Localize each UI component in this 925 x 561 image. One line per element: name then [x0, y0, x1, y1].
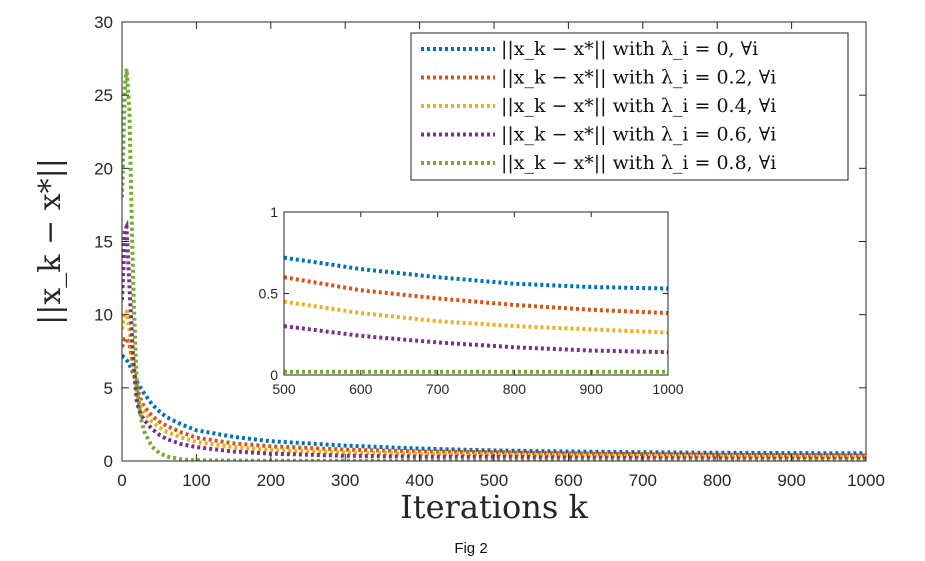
- inset-x-tick-label: 800: [503, 381, 527, 397]
- legend-label-2: ||x_k − x*|| with λ_i = 0.4, ∀i: [501, 95, 776, 117]
- figure-caption: Fig 2: [454, 540, 487, 557]
- x-tick-label: 0: [117, 471, 126, 490]
- x-tick-label: 200: [257, 471, 285, 490]
- y-tick-label: 15: [94, 233, 113, 252]
- inset-x-tick-label: 1000: [652, 381, 683, 397]
- inset-y-tick-label: 1: [270, 204, 278, 220]
- series-line-0: [122, 354, 866, 456]
- inset-series-line-2: [283, 299, 668, 335]
- y-tick-label: 0: [104, 452, 113, 471]
- x-axis-title: Iterations k: [400, 488, 588, 526]
- y-tick-label: 10: [94, 306, 113, 325]
- legend-label-1: ||x_k − x*|| with λ_i = 0.2, ∀i: [501, 67, 776, 89]
- inset-y-tick-label: 0: [270, 367, 278, 383]
- legend-label-0: ||x_k − x*|| with λ_i = 0, ∀i: [501, 38, 758, 60]
- inset-series-line-3: [283, 324, 669, 355]
- inset-series-line-0: [283, 255, 668, 291]
- y-tick-label: 20: [94, 159, 113, 178]
- x-tick-label: 1000: [847, 471, 885, 490]
- x-tick-label: 600: [554, 471, 582, 490]
- legend: ||x_k − x*|| with λ_i = 0, ∀i ||x_k − x*|…: [410, 32, 849, 181]
- x-tick-label: 900: [777, 471, 805, 490]
- x-tick-label: 400: [405, 471, 433, 490]
- y-tick-label: 5: [104, 379, 113, 398]
- x-tick-label: 500: [480, 471, 508, 490]
- series-line-3: [122, 219, 866, 461]
- inset-x-tick-label: 900: [580, 381, 604, 397]
- x-tick-label: 700: [629, 471, 657, 490]
- x-tick-label: 800: [703, 471, 731, 490]
- inset-x-tick-label: 600: [349, 381, 373, 397]
- y-tick-label: 25: [94, 86, 113, 105]
- inset-background: [284, 212, 668, 375]
- inset-x-tick-label: 700: [426, 381, 450, 397]
- inset-series-line-1: [283, 275, 669, 316]
- legend-label-4: ||x_k − x*|| with λ_i = 0.8, ∀i: [501, 152, 776, 174]
- inset-y-tick-label: 0.5: [259, 286, 279, 302]
- y-tick-label: 30: [94, 13, 113, 32]
- x-tick-label: 300: [331, 471, 359, 490]
- y-axis-title: ||x_k − x*||: [33, 158, 68, 325]
- inset-plot: 500 600 700 800 900 1000 0 0.5 1: [259, 204, 684, 397]
- main-plot: 0 100 200 300 400 500 600 700 800 900 100005101520…: [33, 13, 885, 526]
- x-tick-label: 100: [182, 471, 210, 490]
- inset-x-tick-label: 500: [272, 381, 296, 397]
- legend-label-3: ||x_k − x*|| with λ_i = 0.6, ∀i: [501, 124, 776, 146]
- series-line-1: [122, 335, 866, 458]
